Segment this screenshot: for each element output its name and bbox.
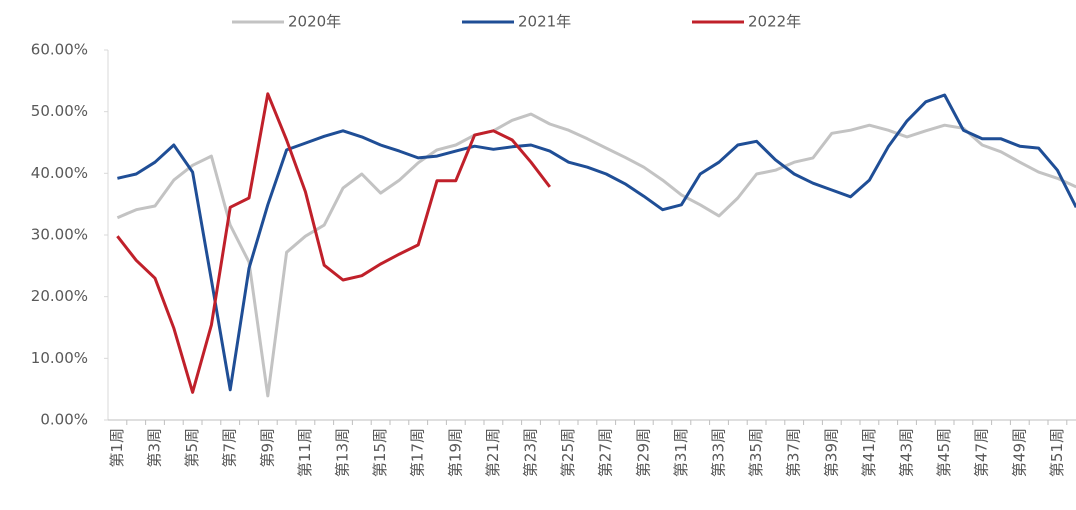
legend: 2020年 2021年 2022年	[232, 13, 801, 31]
series-line	[116, 112, 1076, 398]
y-tick-label: 30.00%	[31, 226, 88, 244]
x-tick-label: 第3周	[146, 428, 164, 468]
x-tick-label: 第1周	[108, 428, 126, 468]
x-tick-label: 第9周	[258, 428, 276, 468]
x-tick-label: 第43周	[898, 428, 916, 477]
y-tick-label: 60.00%	[31, 41, 88, 59]
x-tick-label: 第17周	[409, 428, 427, 477]
x-tick-label: 第39周	[822, 428, 840, 477]
series-line	[117, 93, 1076, 392]
x-tick-label: 第25周	[559, 428, 577, 477]
x-tick-label: 第41周	[860, 428, 878, 477]
y-tick-label: 50.00%	[31, 102, 88, 120]
x-tick-label: 第35周	[747, 428, 765, 477]
y-tick-label: 0.00%	[40, 411, 88, 429]
y-tick-label: 10.00%	[31, 349, 88, 367]
x-tick-label: 第45周	[935, 428, 953, 477]
x-tick-label: 第51周	[1048, 428, 1066, 477]
legend-label: 2022年	[748, 13, 801, 31]
x-tick-label: 第33周	[710, 428, 728, 477]
x-tick-label: 第23周	[522, 428, 540, 477]
x-tick-label: 第5周	[183, 428, 201, 468]
x-tick-label: 第31周	[672, 428, 690, 477]
x-tick-label: 第47周	[973, 428, 991, 477]
x-tick-label: 第15周	[371, 428, 389, 477]
legend-label: 2021年	[518, 13, 571, 31]
legend-label: 2020年	[288, 13, 341, 31]
x-tick-label: 第13周	[334, 428, 352, 477]
x-tick-label: 第37周	[785, 428, 803, 477]
x-tick-label: 第21周	[484, 428, 502, 477]
x-tick-label: 第7周	[221, 428, 239, 468]
x-tick-label: 第19周	[446, 428, 464, 477]
x-tick-label: 第27周	[597, 428, 615, 477]
x-tick-label: 第49周	[1010, 428, 1028, 477]
series-line	[116, 92, 551, 394]
x-tick-label: 第29周	[634, 428, 652, 477]
y-tick-label: 20.00%	[31, 287, 88, 305]
x-tick-label: 第11周	[296, 428, 314, 477]
y-tick-label: 40.00%	[31, 164, 88, 182]
